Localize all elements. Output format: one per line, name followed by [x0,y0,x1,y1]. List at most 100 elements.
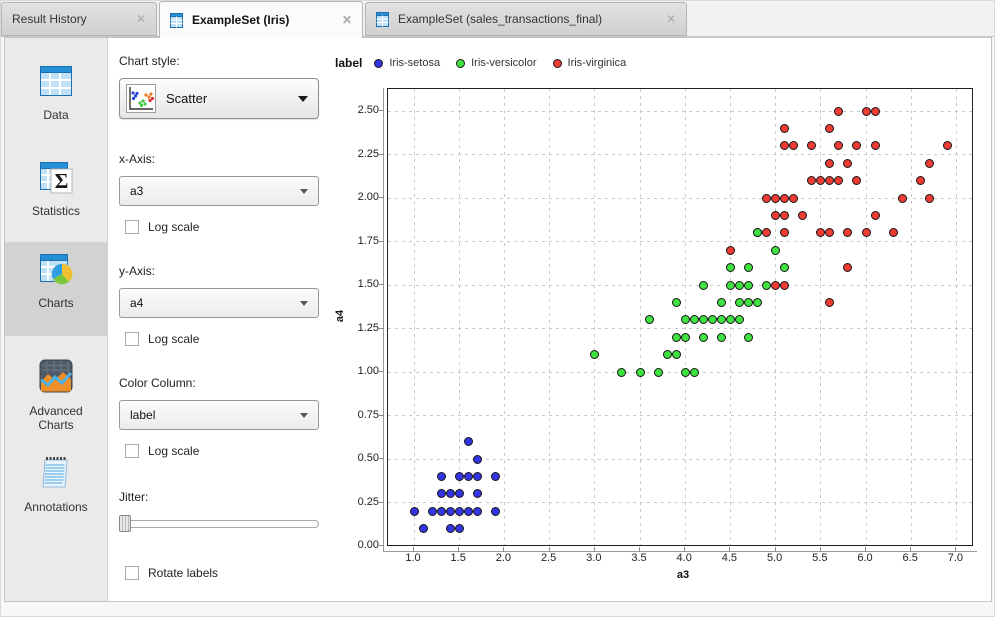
legend-swatch [552,58,562,68]
sidebar-item-label: Data [43,108,69,122]
data-point [463,471,473,481]
rotate-labels-checkbox[interactable]: Rotate labels [125,566,218,580]
y-tick-mark [379,284,384,285]
data-point [689,367,699,377]
tab-result-history[interactable]: Result History ✕ [1,2,157,36]
data-point [418,524,428,534]
tab-exampleset-iris[interactable]: ExampleSet (Iris) ✕ [159,1,363,38]
legend-swatch [456,58,466,68]
data-point [870,106,880,116]
chart-style-dropdown[interactable]: Scatter [119,78,319,119]
sidebar-item-data[interactable]: Data [5,54,107,146]
sidebar-item-label: Advanced Charts [29,404,83,432]
chevron-down-icon [300,300,308,306]
y-gridline [388,110,972,112]
y-axis-select[interactable]: a4 [119,288,319,318]
data-point [725,280,735,290]
tab-exampleset-sales[interactable]: ExampleSet (sales_transactions_final) ✕ [365,2,687,36]
close-icon[interactable]: ✕ [665,12,676,26]
data-point [472,454,482,464]
sidebar-item-advanced-charts[interactable]: Advanced Charts [5,348,107,442]
color-column-select[interactable]: label [119,400,319,430]
x-tick-mark [910,547,912,552]
checkbox-icon[interactable] [125,444,139,458]
data-point [825,158,835,168]
data-point [671,332,681,342]
data-point [825,228,835,238]
plot-area[interactable] [387,88,973,546]
x-tick-mark [684,547,686,552]
y-gridline [388,328,972,329]
sidebar-item-charts[interactable]: Charts [5,242,107,336]
tab-label: ExampleSet (sales_transactions_final) [398,12,603,26]
sidebar-item-annotations[interactable]: Annotations [5,444,107,536]
data-point [816,228,826,238]
data-point [680,367,690,377]
data-point [653,367,663,377]
sidebar-item-statistics[interactable]: Σ Statistics [5,150,107,242]
log-scale-label: Log scale [148,220,200,234]
data-point [780,123,790,133]
data-point [816,176,826,186]
y-tick-mark [379,110,384,111]
x-gridline [549,89,551,545]
data-point [780,280,790,290]
data-point [789,141,799,151]
annotations-notepad-icon [42,457,68,488]
checkbox-icon[interactable] [125,220,139,234]
legend-swatch [374,58,384,68]
y-gridline [388,502,972,503]
data-point [861,106,871,116]
data-point [725,315,735,325]
y-tick-mark [379,240,384,242]
data-point [445,524,455,534]
y-axis-log-checkbox[interactable]: Log scale [125,332,199,346]
content-panel: Data Σ Statistics [4,37,992,602]
close-icon[interactable]: ✕ [135,12,146,26]
data-point [870,210,880,220]
data-point [490,506,500,516]
jitter-slider-track[interactable] [119,520,319,528]
tab-label: ExampleSet (Iris) [192,13,290,27]
data-point [680,315,690,325]
x-axis-select[interactable]: a3 [119,176,319,206]
close-icon[interactable]: ✕ [341,13,352,27]
data-point [798,210,808,220]
data-point [834,176,844,186]
checkbox-icon[interactable] [125,566,139,580]
data-point [852,176,862,186]
data-point [427,506,437,516]
color-log-checkbox[interactable]: Log scale [125,444,199,458]
jitter-label: Jitter: [119,490,149,504]
x-axis-value: a3 [130,184,144,198]
data-point [888,228,898,238]
tab-label: Result History [12,12,87,26]
data-point [780,228,790,238]
legend-title: label [335,56,363,70]
x-axis-log-checkbox[interactable]: Log scale [125,220,199,234]
data-point [743,297,753,307]
x-tick-label: 5.5 [812,552,828,564]
y-gridline [388,241,972,242]
chart-legend: label Iris-setosa Iris-versicolor Iris-vir… [335,54,642,72]
data-point [807,141,817,151]
y-tick-mark [379,545,384,546]
data-point [716,297,726,307]
y-tick-mark [379,371,384,372]
x-tick-mark [639,547,640,552]
y-gridline [388,284,972,286]
data-point [725,263,735,273]
data-point [707,315,717,325]
legend-item: Iris-versicolor [456,57,537,69]
x-tick-label: 4.0 [676,552,692,564]
checkbox-icon[interactable] [125,332,139,346]
data-point [861,228,871,238]
y-tick-mark [379,153,384,155]
data-point [915,176,925,186]
x-tick-mark [413,547,414,552]
data-point [698,315,708,325]
jitter-slider-handle[interactable] [119,515,131,532]
data-point [825,176,835,186]
y-tick-label: 2.50 [357,104,379,116]
legend-label: Iris-setosa [389,57,441,69]
